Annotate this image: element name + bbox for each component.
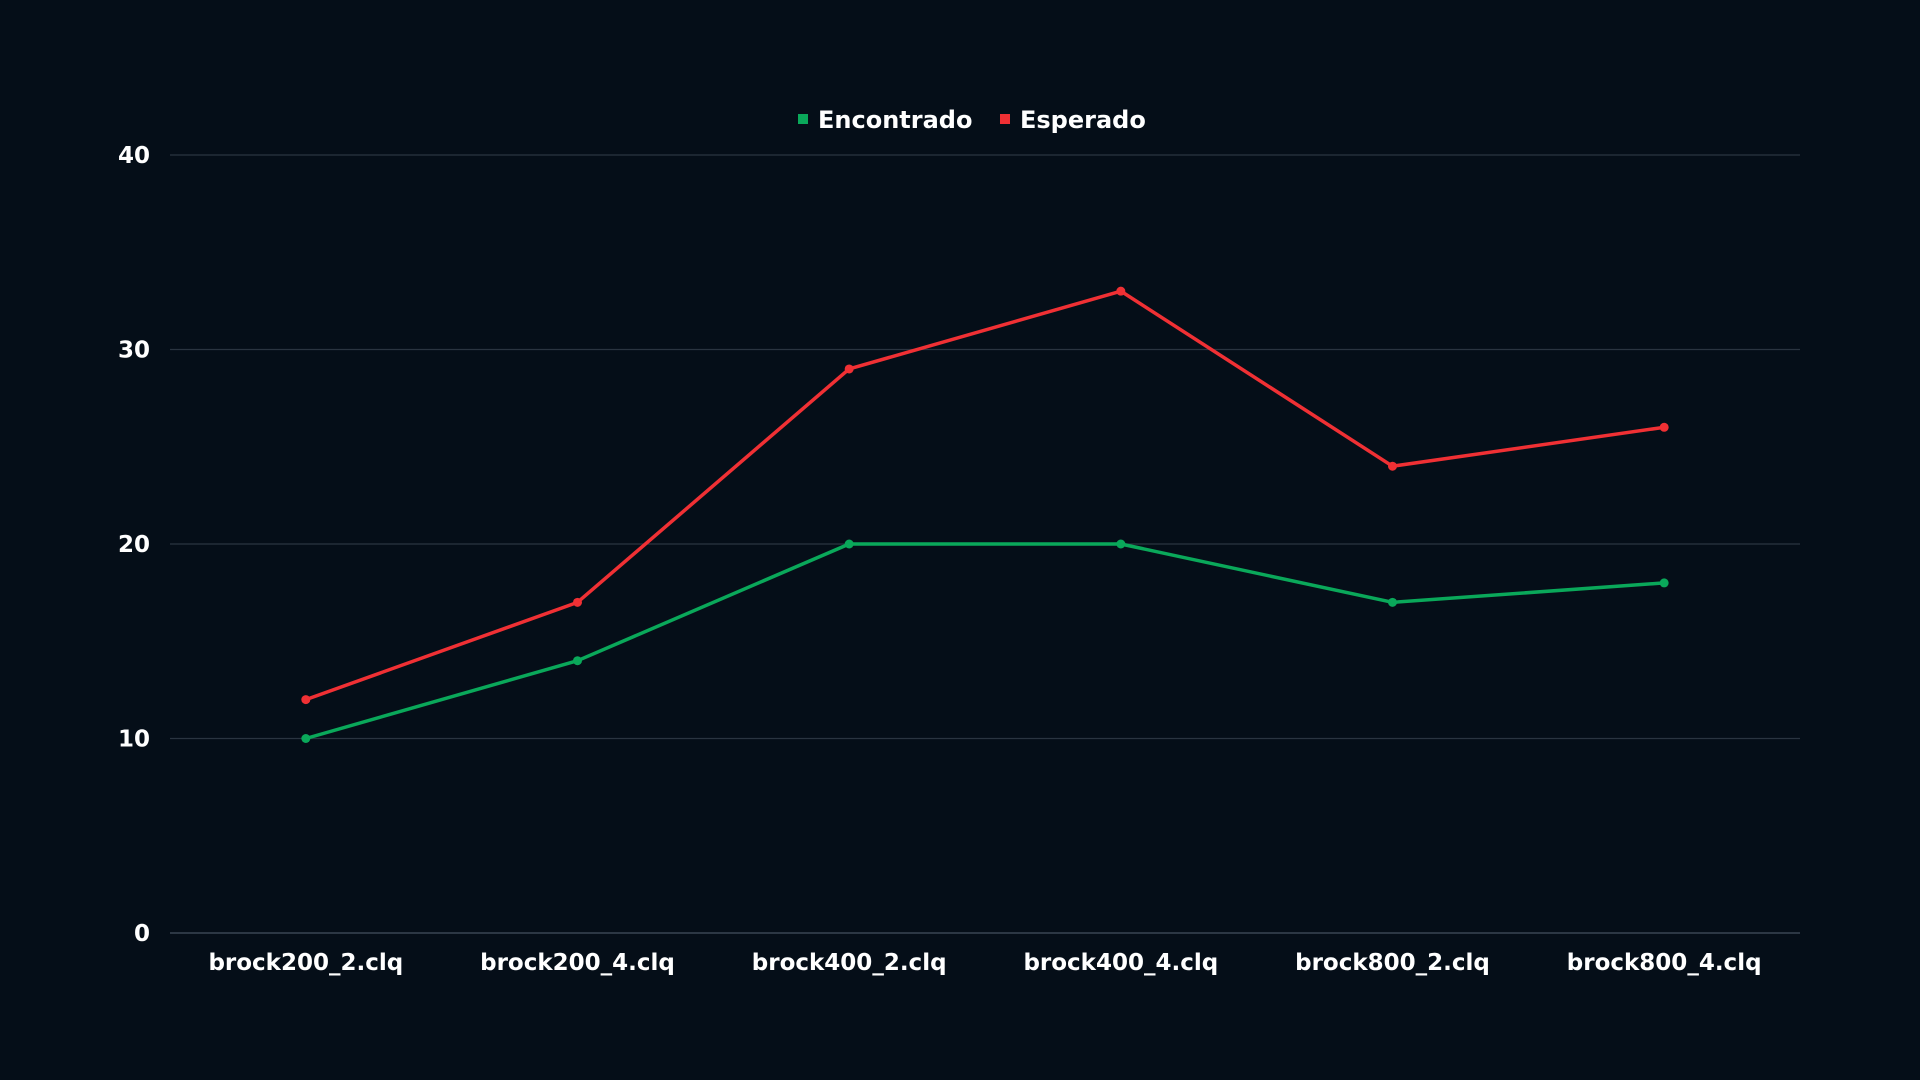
x-tick-label: brock800_4.clq (1567, 950, 1762, 976)
data-point-esperado (1388, 461, 1397, 471)
legend-item-esperado: Esperado (1000, 106, 1146, 134)
x-axis: brock200_2.clq brock200_4.clq brock400_2.c… (170, 932, 1800, 976)
data-point-esperado (844, 364, 854, 374)
x-tick-label: brock800_2.clq (1295, 950, 1490, 976)
data-point-encontrado (1116, 539, 1126, 549)
y-tick-label: 40 (118, 143, 150, 169)
legend-swatch-esperado (1000, 114, 1010, 124)
data-point-esperado (301, 695, 311, 705)
x-tick-label: brock200_4.clq (480, 950, 675, 976)
legend-label-esperado: Esperado (1020, 106, 1146, 134)
series-line-encontrado (304, 542, 1666, 741)
legend-swatch-encontrado (798, 114, 808, 124)
data-point-encontrado (1659, 578, 1669, 588)
data-point-esperado (1659, 422, 1669, 432)
y-tick-label: 10 (118, 727, 150, 753)
y-axis: 0 10 20 30 40 (118, 143, 150, 947)
x-tick-label: brock200_2.clq (208, 950, 403, 976)
series-line-esperado (304, 289, 1666, 702)
x-tick-label: brock400_4.clq (1023, 950, 1218, 976)
data-point-encontrado (301, 734, 311, 743)
grid-lines (170, 154, 1800, 740)
legend-label-encontrado: Encontrado (818, 106, 972, 134)
legend-item-encontrado: Encontrado (798, 106, 972, 134)
data-point-esperado (573, 597, 582, 607)
y-tick-label: 30 (118, 338, 150, 364)
y-tick-label: 0 (134, 921, 150, 947)
y-tick-label: 20 (118, 532, 150, 558)
series-group (301, 286, 1669, 743)
data-point-encontrado (1388, 597, 1397, 607)
series-encontrado (301, 539, 1669, 743)
series-esperado (301, 286, 1669, 705)
data-point-esperado (1116, 286, 1126, 296)
x-tick-label: brock400_2.clq (752, 950, 947, 976)
legend: Encontrado Esperado (798, 106, 1146, 134)
data-point-encontrado (844, 539, 854, 549)
data-point-encontrado (573, 656, 582, 666)
